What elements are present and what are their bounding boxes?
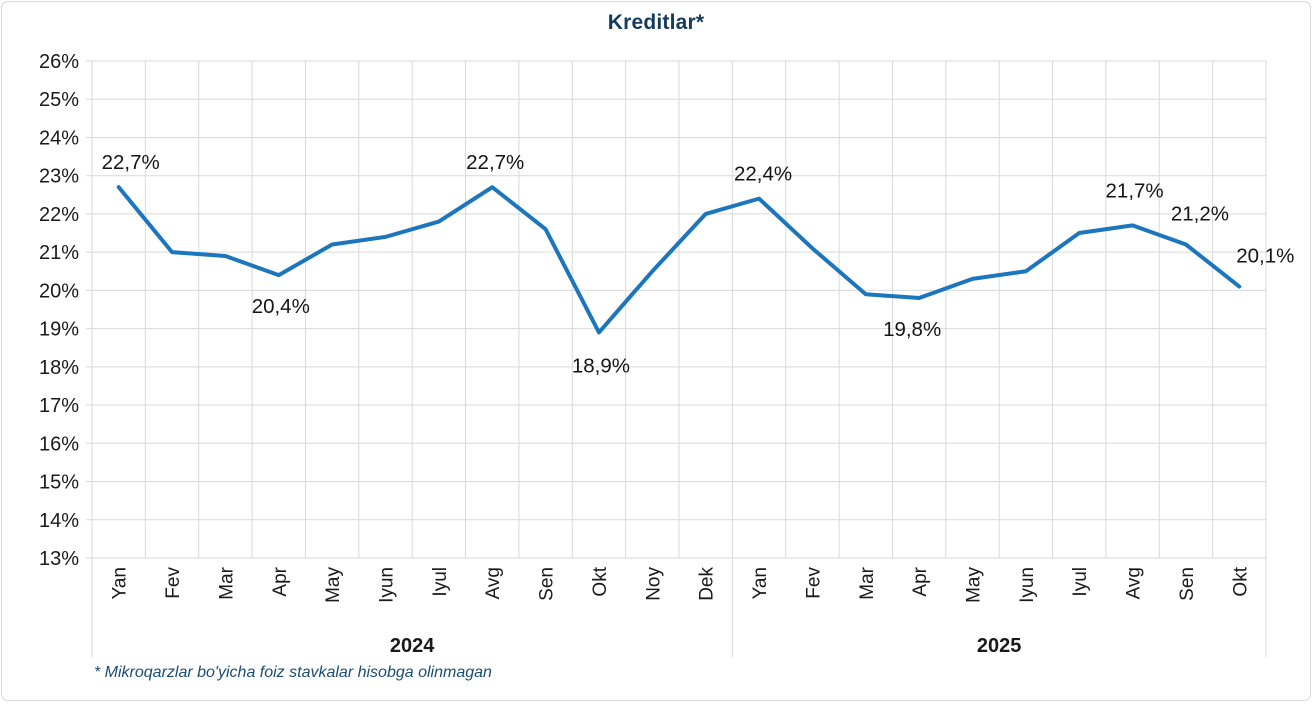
month-label: Fev xyxy=(803,567,824,599)
y-axis-labels: 13% 14% 15% 16% 17% 18% 19% 20% 21% 22% 23% 24% 25% 2… xyxy=(39,51,79,570)
month-label: Noy xyxy=(643,567,664,601)
y-axis-label: 23% xyxy=(39,166,79,188)
year-label: 2024 xyxy=(390,635,435,657)
month-label: Okt xyxy=(590,566,611,596)
data-line xyxy=(116,185,1242,335)
y-axis-label: 21% xyxy=(39,242,79,264)
y-axis-label: 19% xyxy=(39,319,79,341)
month-label: Yan xyxy=(750,567,771,599)
month-label: Iyul xyxy=(1070,567,1091,597)
x-axis-labels: Yan Fev Mar Apr May Iyun Iyul Avg Sen Okt Noy Dek Ya… xyxy=(110,566,1252,603)
y-axis-label: 17% xyxy=(39,395,79,417)
data-label: 20,4% xyxy=(252,295,310,318)
month-label: Sen xyxy=(1177,567,1198,601)
month-label: Avg xyxy=(1124,567,1145,599)
month-label: Iyun xyxy=(1017,567,1038,603)
year-axis: 2024 2025 xyxy=(91,558,1267,657)
month-label: Mar xyxy=(857,566,878,599)
data-label: 20,1% xyxy=(1236,245,1294,268)
y-axis-label: 18% xyxy=(39,357,79,379)
data-label: 21,2% xyxy=(1171,203,1229,226)
data-series xyxy=(116,185,1242,335)
month-label: Sen xyxy=(537,567,558,601)
year-label: 2025 xyxy=(977,635,1022,657)
month-label: Apr xyxy=(270,566,291,596)
month-label: Dek xyxy=(697,567,718,601)
data-label: 22,7% xyxy=(102,151,160,174)
month-label: Avg xyxy=(483,567,504,599)
y-axis-label: 20% xyxy=(39,280,79,302)
y-axis-label: 24% xyxy=(39,127,79,149)
gridlines xyxy=(86,60,1267,559)
month-label: May xyxy=(323,567,344,603)
y-axis-label: 16% xyxy=(39,433,79,455)
data-label: 19,8% xyxy=(883,318,941,341)
data-label: 18,9% xyxy=(572,354,630,377)
data-label: 21,7% xyxy=(1106,179,1164,202)
y-axis-label: 25% xyxy=(39,89,79,111)
month-label: May xyxy=(964,567,985,603)
month-label: Yan xyxy=(110,567,131,599)
chart-title: Kreditlar* xyxy=(607,11,705,34)
y-axis-label: 22% xyxy=(39,204,79,226)
y-axis-label: 13% xyxy=(39,548,79,570)
month-label: Iyun xyxy=(377,567,398,603)
month-label: Mar xyxy=(216,566,237,599)
month-label: Fev xyxy=(163,567,184,599)
data-label: 22,7% xyxy=(466,151,524,174)
month-label: Iyul xyxy=(430,567,451,597)
data-label: 22,4% xyxy=(734,163,792,186)
chart-footnote: * Mikroqarzlar bo'yicha foiz stavkalar h… xyxy=(94,664,492,681)
month-label: Apr xyxy=(910,566,931,596)
data-labels: 22,7% 20,4% 22,7% 18,9% 22,4% 19,8% 21,7% 21,2%… xyxy=(102,151,1295,377)
y-axis-label: 14% xyxy=(39,510,79,532)
month-label: Okt xyxy=(1230,566,1251,596)
y-axis-label: 15% xyxy=(39,472,79,494)
y-axis-label: 26% xyxy=(39,51,79,73)
